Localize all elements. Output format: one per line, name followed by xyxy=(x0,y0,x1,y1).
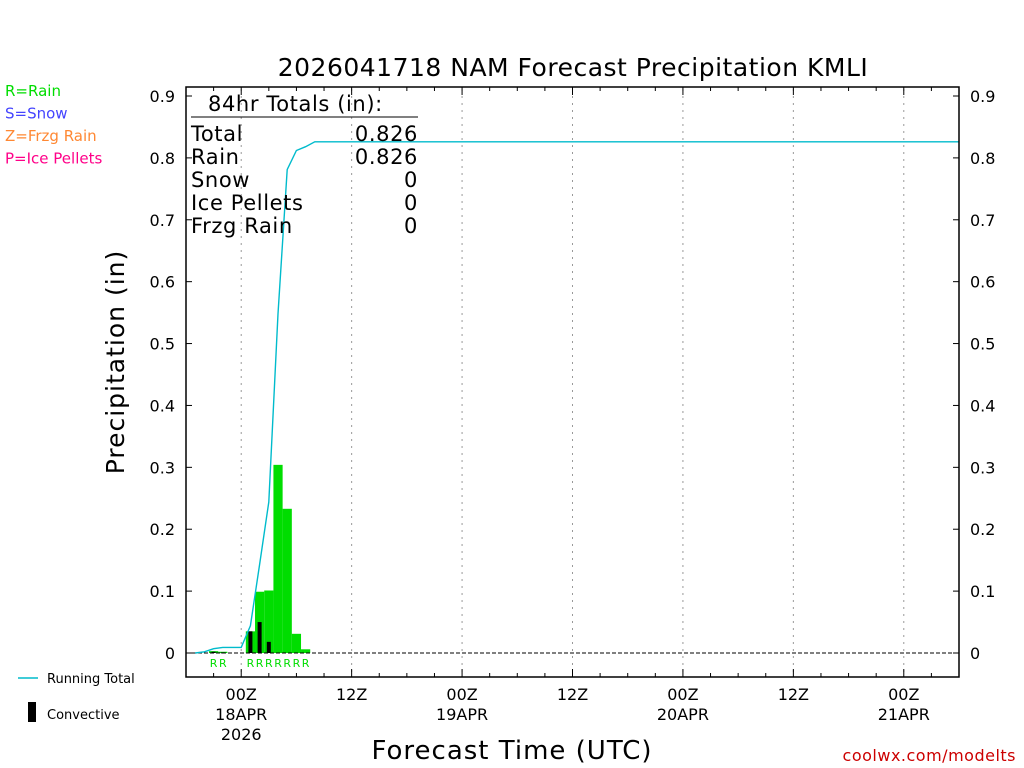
totals-row-label: Ice Pellets xyxy=(191,191,304,215)
totals-row-label: Rain xyxy=(191,145,240,169)
y-tick-label-left: 0.3 xyxy=(150,458,175,477)
totals-row-value: 0 xyxy=(404,191,418,215)
x-tick-label: 00Z xyxy=(446,685,477,704)
plot-frame xyxy=(185,86,960,678)
x-tick-label: 12Z xyxy=(778,685,809,704)
watermark: coolwx.com/modelts xyxy=(843,746,1016,765)
precip-type-marker: R xyxy=(219,657,227,670)
precip-type-legend-item: S=Snow xyxy=(5,105,68,123)
y-tick-label-left: 0.9 xyxy=(150,87,175,106)
precip-type-marker: R xyxy=(256,657,264,670)
x-tick-label: 00Z xyxy=(888,685,919,704)
totals-row-value: 0 xyxy=(404,214,418,238)
totals-row-label: Total xyxy=(190,122,243,146)
totals-row-label: Frzg Rain xyxy=(191,214,293,238)
precip-type-marker: R xyxy=(265,657,273,670)
rain-bar xyxy=(291,633,302,653)
y-tick-label-right: 0.2 xyxy=(970,520,995,539)
y-axis-left: 0 0.1 0.2 0.3 0.4 0.5 0.6 0.7 0.8 0.9 xyxy=(150,87,192,663)
rain-bar xyxy=(301,649,311,653)
series-legend: Running Total Convective xyxy=(18,672,135,723)
y-tick-label-left: 0.8 xyxy=(150,149,175,168)
running-total-legend-label: Running Total xyxy=(47,672,135,687)
x-tick-label: 12Z xyxy=(336,685,367,704)
x-tick-date: 20APR xyxy=(657,705,709,724)
precip-type-legend-item: R=Rain xyxy=(5,82,61,100)
chart-title: 2026041718 NAM Forecast Precipitation KM… xyxy=(278,53,869,82)
totals-heading: 84hr Totals (in): xyxy=(208,92,383,116)
precip-type-marker: R xyxy=(247,657,255,670)
y-tick-label-right: 0.9 xyxy=(970,87,995,106)
y-tick-label-right: 0.6 xyxy=(970,273,995,292)
y-tick-label-right: 0.7 xyxy=(970,211,995,230)
rain-bar xyxy=(282,508,292,653)
precip-type-marker: R xyxy=(293,657,301,670)
y-tick-label-left: 0.5 xyxy=(150,335,175,354)
precip-type-legend: R=Rain S=Snow Z=Frzg Rain P=Ice Pellets xyxy=(5,82,102,168)
rain-bar xyxy=(264,590,274,653)
precip-type-marker: R xyxy=(283,657,291,670)
x-tick-label: 00Z xyxy=(667,685,698,704)
totals-row-value: 0.826 xyxy=(355,122,418,146)
convective-legend-label: Convective xyxy=(47,708,120,723)
totals-rows: Total 0.826 Rain 0.826 Snow 0 Ice Pellets 0 Frzg… xyxy=(190,122,418,238)
convective-bar xyxy=(211,651,216,653)
precip-type-marker: R xyxy=(274,657,282,670)
x-tick-date: 19APR xyxy=(436,705,488,724)
y-tick-label-right: 0 xyxy=(970,644,980,663)
y-tick-label-right: 0.5 xyxy=(970,335,995,354)
precip-type-legend-item: P=Ice Pellets xyxy=(5,150,102,168)
y-tick-label-right: 0.4 xyxy=(970,396,995,415)
y-axis-right: 0 0.1 0.2 0.3 0.4 0.5 0.6 0.7 0.8 0.9 xyxy=(953,87,995,663)
x-tick-year: 2026 xyxy=(221,725,262,744)
y-axis-title: Precipitation (in) xyxy=(101,250,130,475)
x-tick-date: 21APR xyxy=(878,705,930,724)
precip-type-marker: R xyxy=(302,657,310,670)
totals-row-value: 0.826 xyxy=(355,145,418,169)
x-axis-title: Forecast Time (UTC) xyxy=(371,736,652,766)
y-tick-label-left: 0.2 xyxy=(150,520,175,539)
y-tick-label-left: 0.6 xyxy=(150,273,175,292)
x-tick-label: 12Z xyxy=(557,685,588,704)
precip-type-marker: R xyxy=(210,657,218,670)
x-tick-date: 18APR xyxy=(215,705,267,724)
y-tick-label-left: 0.1 xyxy=(150,582,175,601)
totals-box: 84hr Totals (in): Total 0.826 Rain 0.826 Sno… xyxy=(190,92,418,238)
running-total-line xyxy=(195,141,959,654)
convective-legend-swatch xyxy=(28,702,36,722)
totals-row-value: 0 xyxy=(404,168,418,192)
y-tick-label-left: 0.4 xyxy=(150,396,175,415)
convective-bar xyxy=(257,622,262,653)
convective-bar xyxy=(248,631,253,653)
y-tick-label-left: 0.7 xyxy=(150,211,175,230)
convective-bar xyxy=(266,641,271,653)
rain-bar xyxy=(273,464,283,653)
gridlines xyxy=(240,89,905,675)
precip-type-legend-item: Z=Frzg Rain xyxy=(5,127,97,145)
x-tick-label: 00Z xyxy=(226,685,257,704)
y-tick-label-left: 0 xyxy=(165,644,175,663)
y-tick-label-right: 0.1 xyxy=(970,582,995,601)
y-tick-label-right: 0.8 xyxy=(970,149,995,168)
y-tick-label-right: 0.3 xyxy=(970,458,995,477)
totals-row-label: Snow xyxy=(191,168,250,192)
